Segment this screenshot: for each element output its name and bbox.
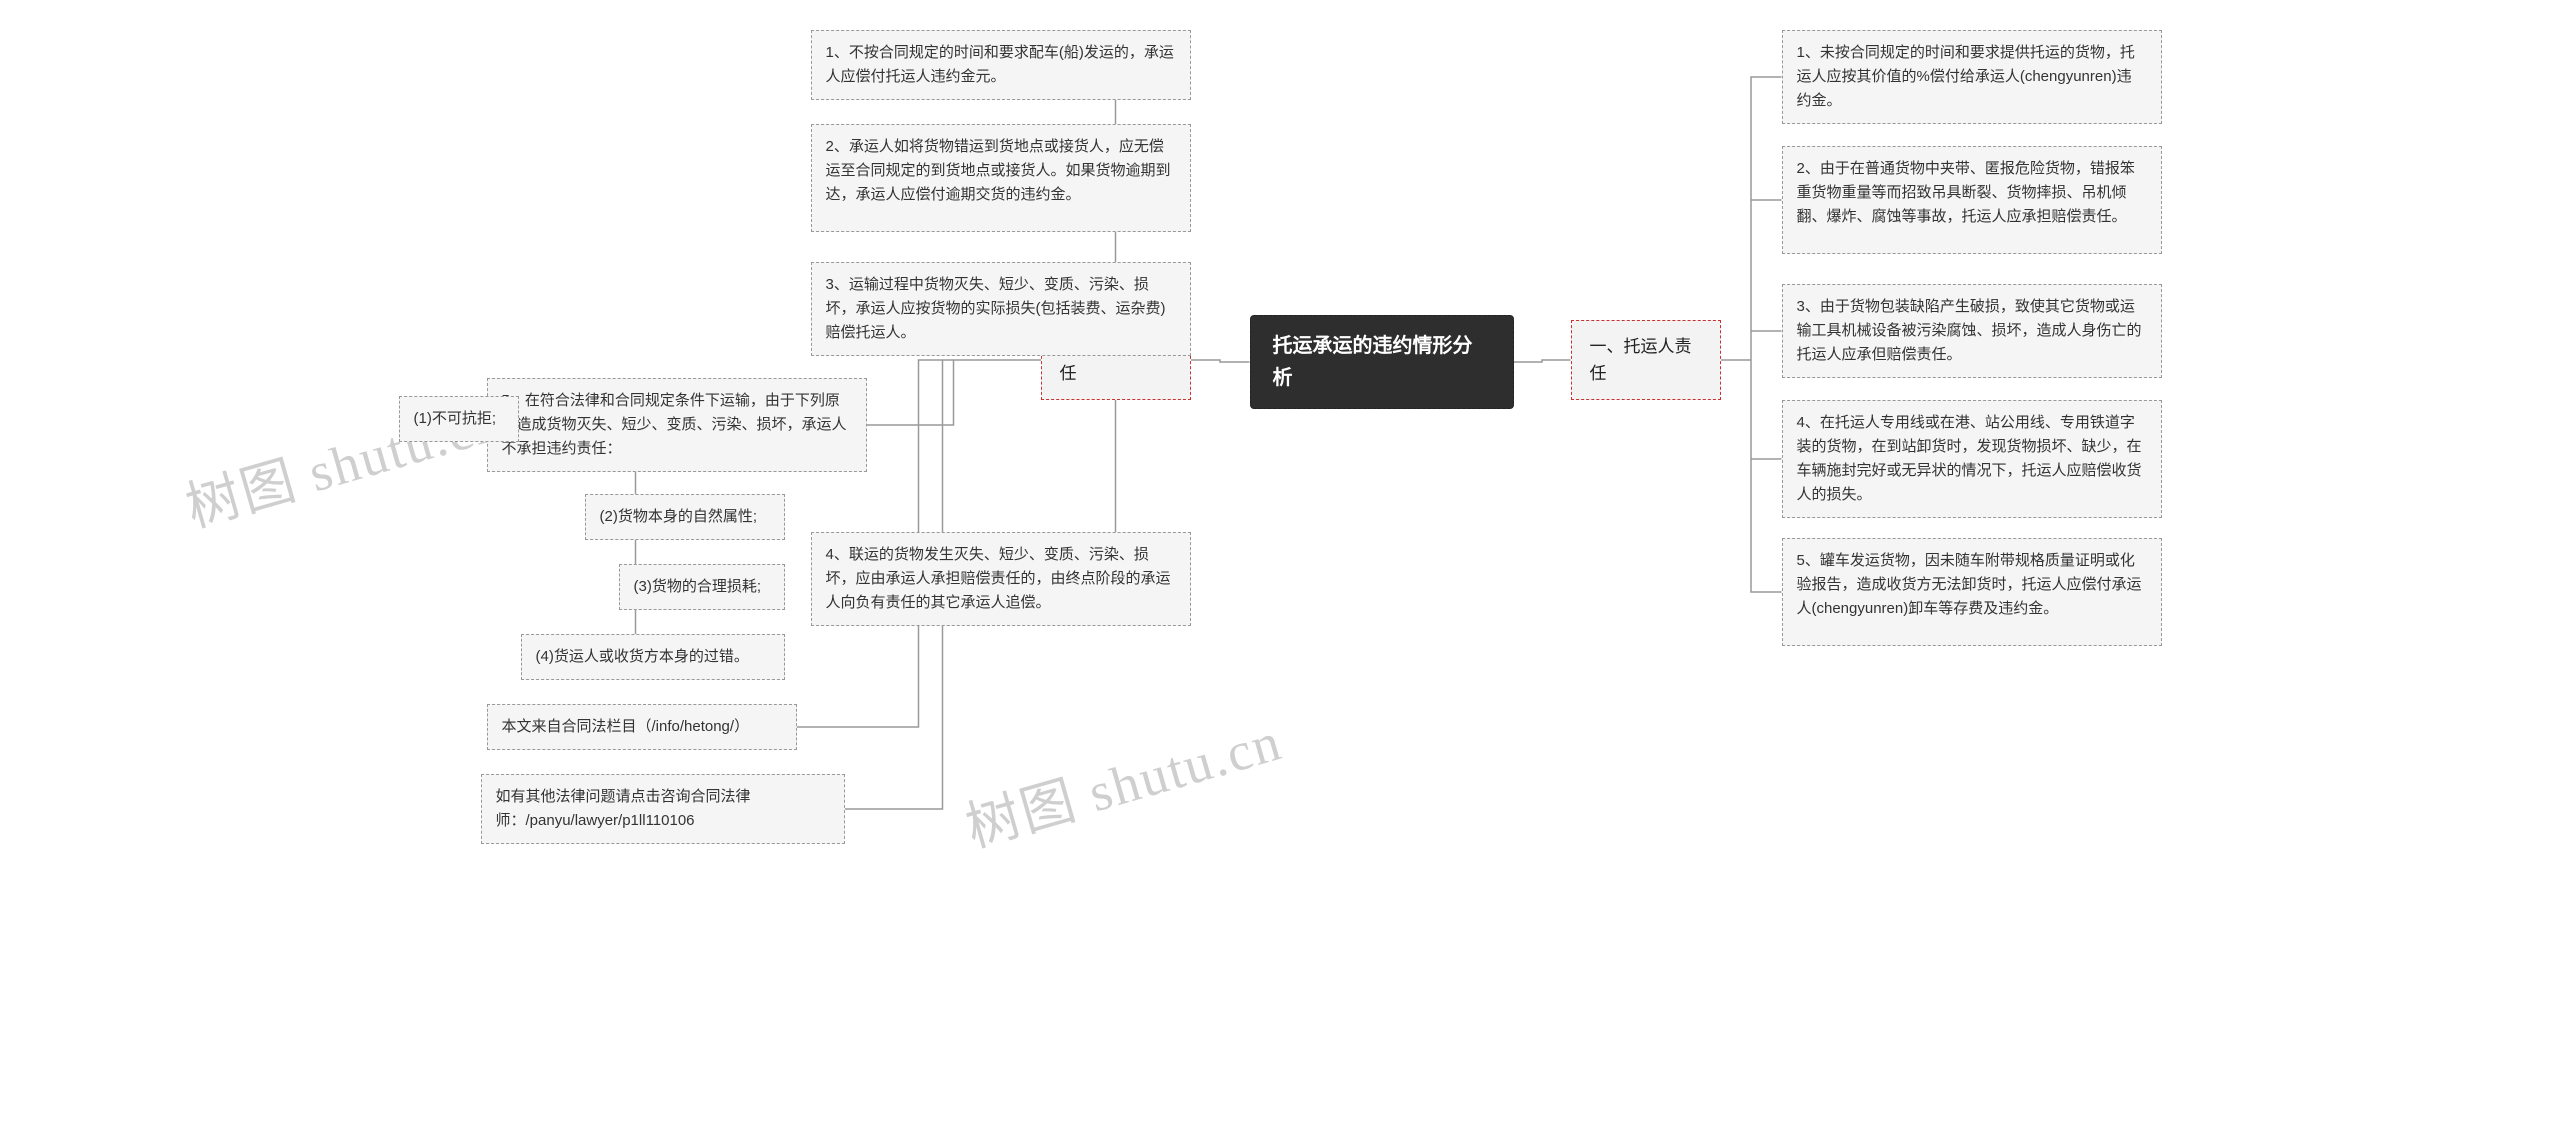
consignor-item-5: 5、罐车发运货物，因未随车附带规格质量证明或化验报告，造成收货方无法卸货时，托运…	[1782, 538, 2162, 646]
consignor-item-1: 1、未按合同规定的时间和要求提供托运的货物，托运人应按其价值的%偿付给承运人(c…	[1782, 30, 2162, 124]
source-note: 本文来自合同法栏目（/info/hetong/）	[487, 704, 797, 750]
carrier-item-5: 5、在符合法律和合同规定条件下运输，由于下列原因造成货物灭失、短少、变质、污染、…	[487, 378, 867, 472]
carrier-item-5-sub-4: (4)货运人或收货方本身的过错。	[521, 634, 785, 680]
carrier-item-5-sub-1: (1)不可抗拒;	[399, 396, 519, 442]
consignor-item-3: 3、由于货物包装缺陷产生破损，致使其它货物或运输工具机械设备被污染腐蚀、损坏，造…	[1782, 284, 2162, 378]
lawyer-note: 如有其他法律问题请点击咨询合同法律师：/panyu/lawyer/p1ll110…	[481, 774, 845, 844]
carrier-item-4: 4、联运的货物发生灭失、短少、变质、污染、损坏，应由承运人承担赔偿责任的，由终点…	[811, 532, 1191, 626]
branch-consignor: 一、托运人责任	[1571, 320, 1721, 400]
connector-layer	[0, 0, 2560, 1136]
watermark-2: 树图 shutu.cn	[955, 697, 1289, 863]
root-node: 托运承运的违约情形分析	[1250, 315, 1514, 409]
carrier-item-1: 1、不按合同规定的时间和要求配车(船)发运的，承运人应偿付托运人违约金元。	[811, 30, 1191, 100]
carrier-item-2: 2、承运人如将货物错运到货地点或接货人，应无偿运至合同规定的到货地点或接货人。如…	[811, 124, 1191, 232]
consignor-item-2: 2、由于在普通货物中夹带、匿报危险货物，错报笨重货物重量等而招致吊具断裂、货物摔…	[1782, 146, 2162, 254]
consignor-item-4: 4、在托运人专用线或在港、站公用线、专用铁道字装的货物，在到站卸货时，发现货物损…	[1782, 400, 2162, 518]
carrier-item-5-sub-2: (2)货物本身的自然属性;	[585, 494, 785, 540]
mindmap-canvas: 树图 shutu.cn 树图 shutu.cn 托运承运的违约情形分析 一、托运…	[0, 0, 2560, 1136]
carrier-item-5-sub-3: (3)货物的合理损耗;	[619, 564, 785, 610]
carrier-item-3: 3、运输过程中货物灭失、短少、变质、污染、损坏，承运人应按货物的实际损失(包括装…	[811, 262, 1191, 356]
